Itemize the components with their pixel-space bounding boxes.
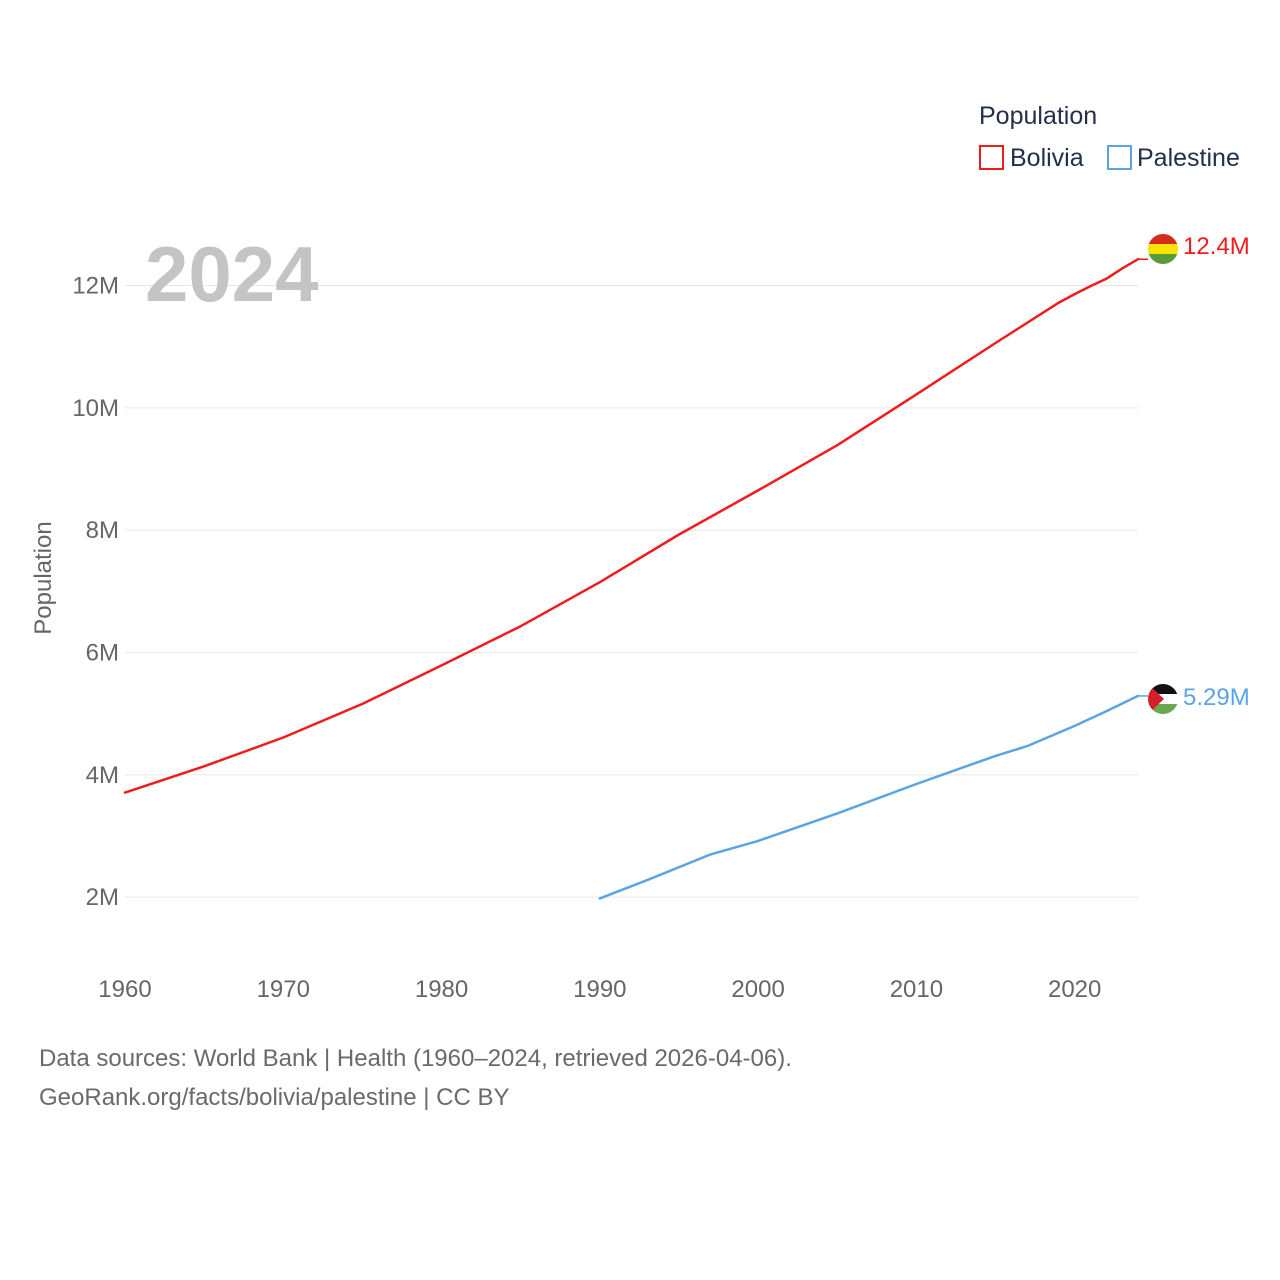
y-axis-title: Population xyxy=(30,521,57,634)
bolivia-end-label: 12.4M xyxy=(1183,233,1250,260)
grid-lines xyxy=(125,285,1138,898)
x-tick-label: 2000 xyxy=(731,976,784,1003)
x-tick-label: 1980 xyxy=(415,976,468,1003)
footer-sources: Data sources: World Bank | Health (1960–… xyxy=(39,1045,792,1072)
footer-link[interactable]: GeoRank.org/facts/bolivia/palestine | CC… xyxy=(39,1084,510,1111)
y-tick-label: 8M xyxy=(86,517,119,544)
x-tick-label: 1970 xyxy=(257,976,310,1003)
bolivia-series-line xyxy=(123,257,1140,794)
palestine-end-label: 5.29M xyxy=(1183,684,1250,711)
legend-swatch-palestine xyxy=(1107,145,1132,170)
legend-label-bolivia: Bolivia xyxy=(1010,144,1084,172)
x-tick-label: 1960 xyxy=(98,976,151,1003)
x-tick-label: 2010 xyxy=(890,976,943,1003)
y-tick-label: 4M xyxy=(86,762,119,789)
y-tick-label: 12M xyxy=(72,273,119,300)
legend: Population Bolivia Palestine xyxy=(979,102,1240,172)
series-layer xyxy=(123,257,1148,900)
y-axis-ticks: 2M 4M 6M 8M 10M 12M xyxy=(72,273,119,912)
x-axis-ticks: 1960 1970 1980 1990 2000 2010 2020 xyxy=(98,976,1101,1003)
x-tick-label: 1990 xyxy=(573,976,626,1003)
legend-item-bolivia[interactable]: Bolivia xyxy=(979,144,1084,172)
population-chart: 2M 4M 6M 8M 10M 12M 1960 1970 1980 1990 2000 2010 2… xyxy=(30,102,1250,1003)
bolivia-flag-icon xyxy=(1148,234,1178,264)
year-label: 2024 xyxy=(145,230,319,318)
x-tick-label: 2020 xyxy=(1048,976,1101,1003)
legend-label-palestine: Palestine xyxy=(1137,144,1240,172)
palestine-flag-icon xyxy=(1148,684,1178,714)
legend-item-palestine[interactable]: Palestine xyxy=(1107,144,1240,172)
legend-title: Population xyxy=(979,102,1097,130)
y-tick-label: 10M xyxy=(72,395,119,422)
y-tick-label: 6M xyxy=(86,640,119,667)
legend-swatch-bolivia xyxy=(979,145,1004,170)
palestine-series-line xyxy=(598,694,1140,900)
y-tick-label: 2M xyxy=(86,884,119,911)
